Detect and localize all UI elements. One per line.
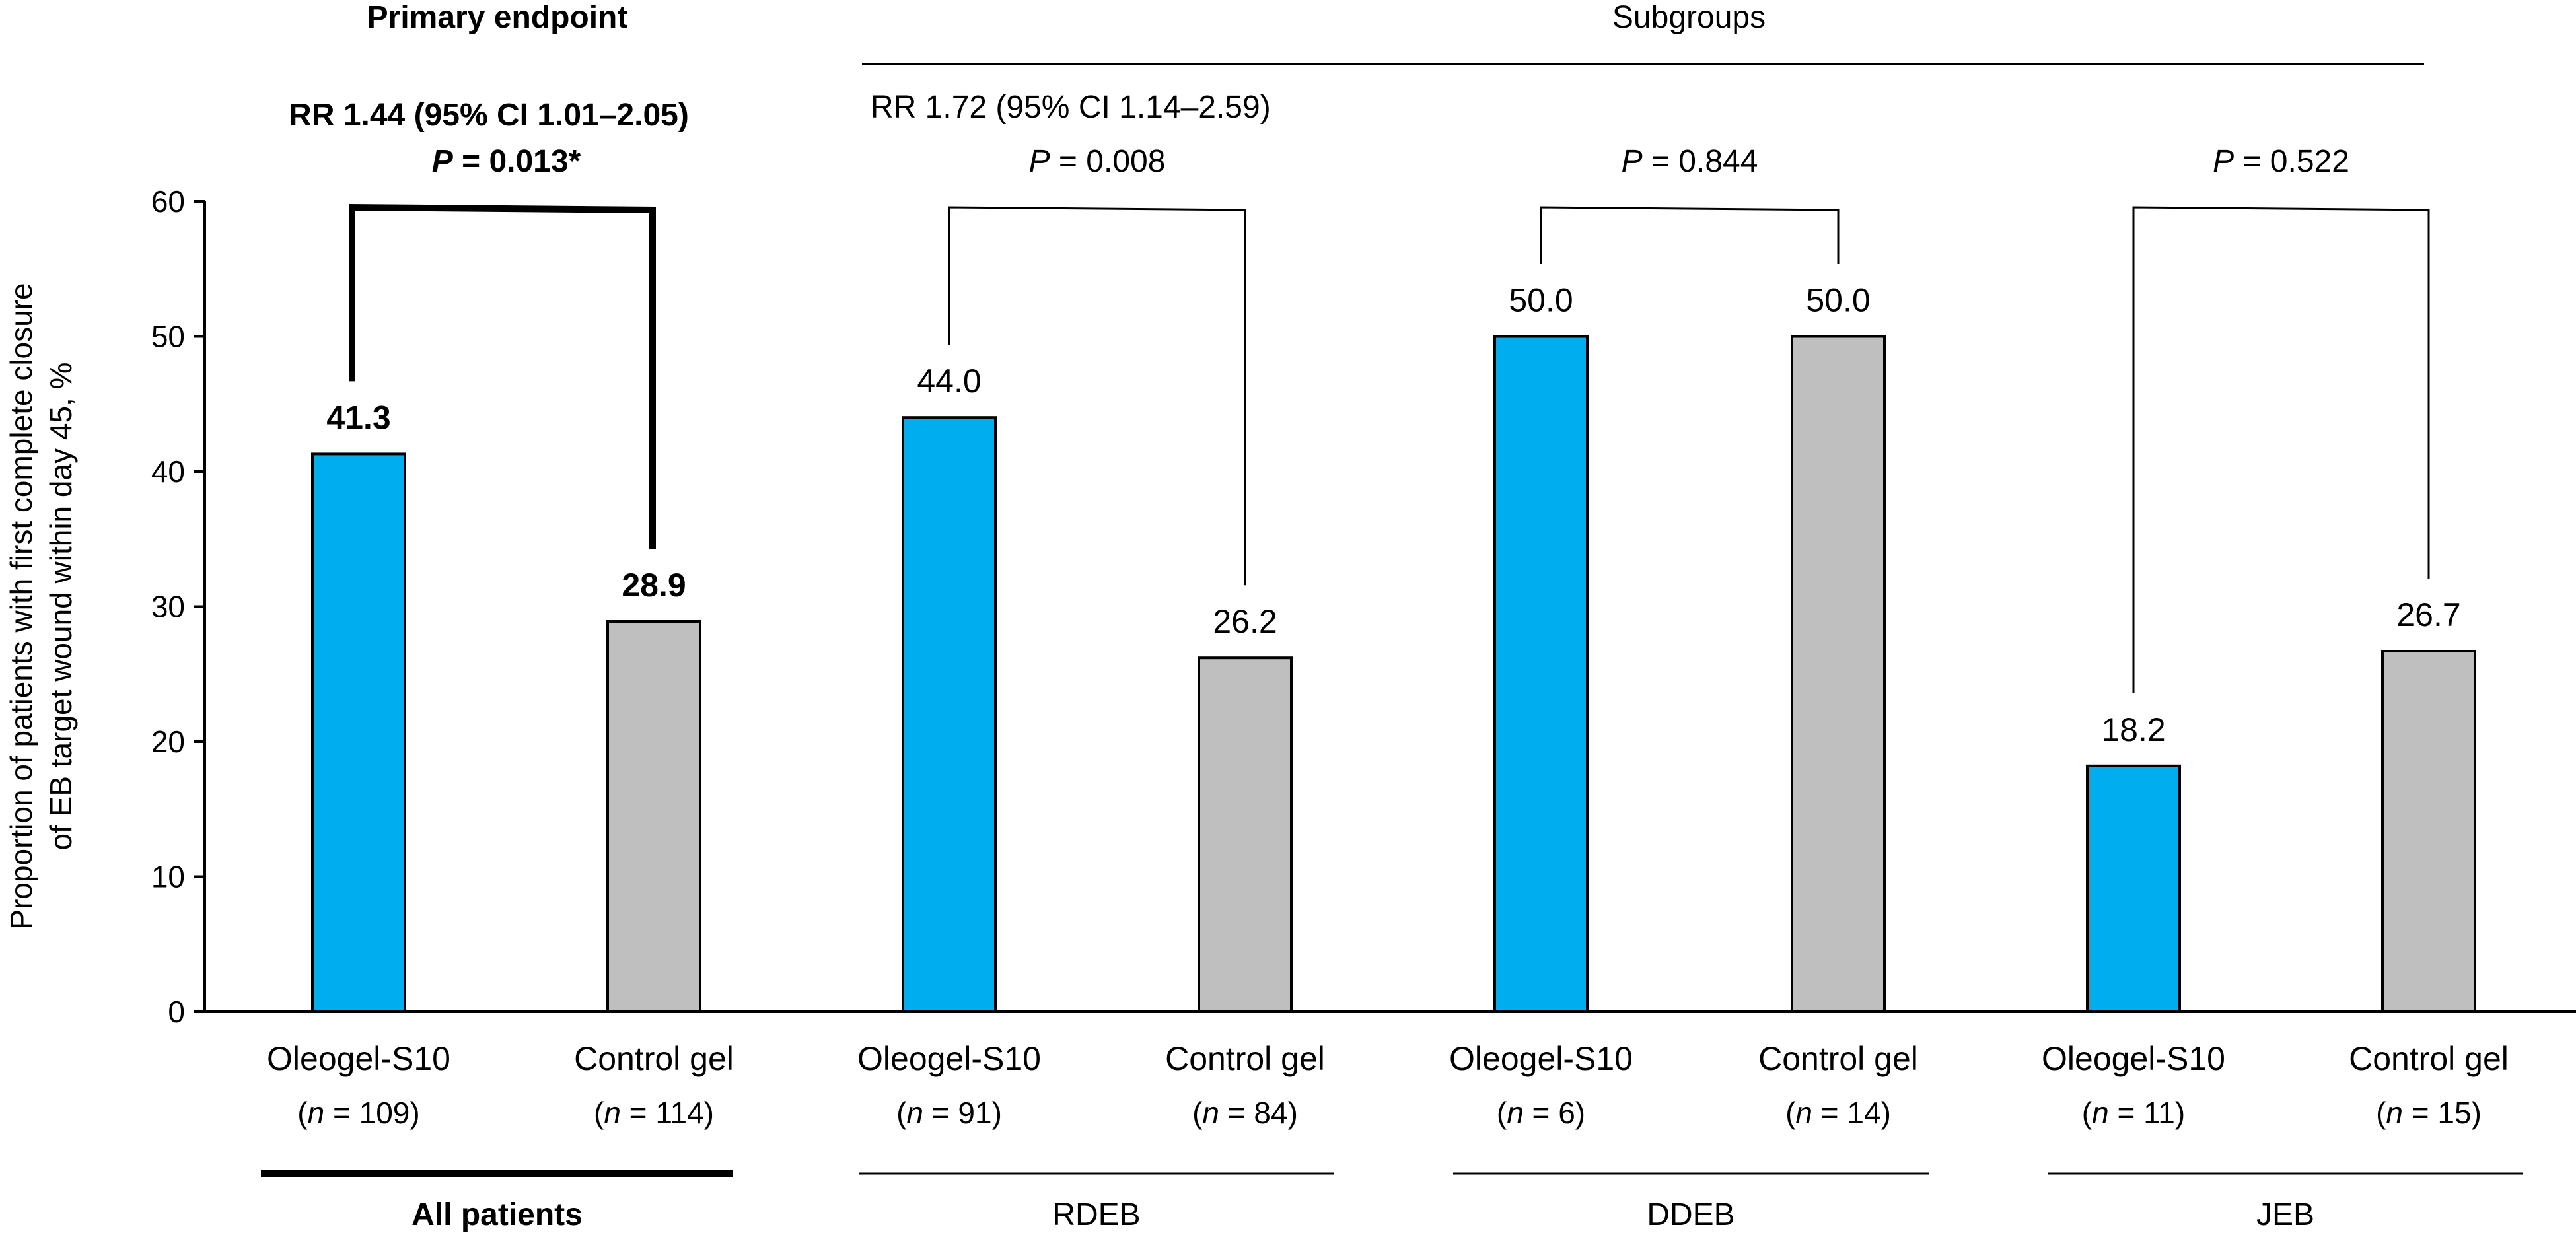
bar-oleogel-s10 [1493, 335, 1589, 1013]
x-category-n: (n = 84) [1192, 1096, 1298, 1130]
p-value: P = 0.522 [2213, 144, 2349, 179]
y-tick-label: 60 [151, 184, 185, 219]
x-category-label: Control gel [2349, 1040, 2509, 1077]
group-name: DDEB [1647, 1197, 1735, 1232]
x-category-n: (n = 91) [896, 1096, 1002, 1130]
x-category-n: (n = 15) [2376, 1096, 2482, 1130]
y-tick-label: 40 [151, 454, 185, 489]
bar-value-label: 26.7 [2396, 596, 2460, 633]
bar-value-label: 50.0 [1806, 282, 1870, 319]
y-tick-label: 20 [151, 724, 185, 759]
bar-control-gel [2381, 649, 2476, 1013]
significance-bracket [2132, 206, 2430, 693]
y-axis-label-line: of EB target wound within day 45, % [44, 363, 78, 851]
p-value: P = 0.008 [1029, 144, 1166, 179]
y-axis-label-line: Proportion of patients with first comple… [4, 283, 38, 929]
bar-value-label: 44.0 [917, 363, 981, 400]
bar-oleogel-s10 [902, 416, 997, 1013]
x-category-label: Oleogel-S10 [857, 1040, 1041, 1077]
x-category-label: Oleogel-S10 [1449, 1040, 1633, 1077]
group-name: All patients [411, 1197, 583, 1232]
bar-value-label: 28.9 [622, 567, 686, 604]
rr-label: RR 1.44 (95% CI 1.01–2.05) [289, 98, 689, 133]
y-axis-label: Proportion of patients with first comple… [4, 283, 78, 929]
bar-control-gel [1791, 335, 1886, 1013]
y-tick-label: 0 [168, 995, 185, 1029]
header-subgroups: Subgroups [1612, 0, 1766, 35]
x-category-label: Control gel [1758, 1040, 1918, 1077]
significance-bracket [1540, 206, 1840, 264]
y-tick-label: 10 [151, 860, 185, 894]
x-category-n: (n = 6) [1497, 1096, 1585, 1130]
x-category-n: (n = 14) [1785, 1096, 1891, 1130]
x-category-label: Oleogel-S10 [267, 1040, 450, 1077]
bar-oleogel-s10 [311, 452, 406, 1013]
bar-control-gel [1198, 656, 1293, 1013]
x-category-label: Control gel [1165, 1040, 1325, 1077]
bar-control-gel [606, 619, 701, 1013]
y-tick-label: 30 [151, 590, 185, 624]
significance-bracket [349, 203, 656, 549]
p-value: P = 0.844 [1622, 144, 1758, 179]
bar-value-label: 26.2 [1213, 603, 1277, 640]
x-category-label: Control gel [574, 1040, 734, 1077]
group-name: JEB [2256, 1197, 2314, 1232]
x-category-n: (n = 109) [297, 1096, 419, 1130]
significance-bracket [948, 206, 1246, 586]
bar-value-label: 18.2 [2101, 711, 2165, 748]
bar-value-label: 41.3 [326, 399, 390, 436]
bar-oleogel-s10 [2086, 764, 2181, 1014]
y-tick-label: 50 [151, 320, 185, 354]
rr-label: RR 1.72 (95% CI 1.14–2.59) [871, 90, 1271, 125]
p-value: P = 0.013* [432, 144, 581, 179]
group-name: RDEB [1052, 1197, 1140, 1232]
x-category-label: Oleogel-S10 [2042, 1040, 2225, 1077]
x-category-n: (n = 11) [2082, 1096, 2185, 1130]
header-primary-endpoint: Primary endpoint [367, 0, 628, 35]
bar-value-label: 50.0 [1509, 282, 1573, 319]
x-category-n: (n = 114) [594, 1096, 714, 1130]
